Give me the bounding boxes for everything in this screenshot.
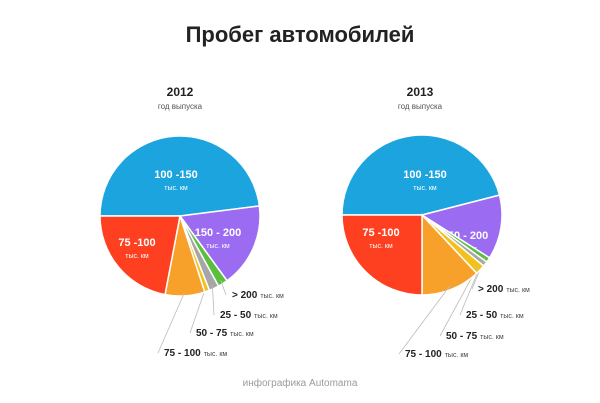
slice-unit-label: тыс. км — [413, 185, 437, 192]
slice-label: 100 -150 — [154, 169, 197, 181]
callout-label: 75 - 100 — [164, 348, 201, 359]
chart-title: 2012 — [167, 85, 194, 99]
slice-unit-label: тыс. км — [206, 243, 230, 250]
callout-unit-label: тыс. км — [254, 313, 278, 320]
slice-unit-label: тыс. км — [125, 253, 149, 260]
leader-line — [211, 284, 215, 316]
callout-unit-label: тыс. км — [260, 293, 284, 300]
callout-label: > 200 — [478, 284, 504, 295]
leader-line — [398, 285, 451, 355]
chart-subtitle: год выпуска — [158, 102, 203, 111]
leader-line — [220, 280, 227, 296]
pie-slice — [99, 135, 261, 217]
slice-label: 100 -150 — [403, 169, 446, 181]
callout-label: 50 - 75 — [446, 331, 478, 342]
pie-slice — [341, 134, 501, 216]
pie-slice — [421, 213, 478, 296]
callout-unit-label: тыс. км — [500, 313, 524, 320]
callout-unit-label: тыс. км — [204, 351, 228, 358]
callout-unit-label: тыс. км — [230, 331, 254, 338]
chart-subtitle: год выпуска — [398, 102, 443, 111]
callout-label: 25 - 50 — [466, 310, 498, 321]
pie-slice — [99, 215, 181, 296]
slice-unit-label: тыс. км — [369, 243, 393, 250]
leader-line — [157, 291, 186, 354]
slice-label: 150 - 200 — [195, 227, 241, 239]
pie-slice — [341, 214, 423, 296]
slice-label: 75 -100 — [362, 227, 399, 239]
slice-label: 75 -100 — [118, 237, 155, 249]
credit-text: инфографика Automama — [242, 378, 358, 389]
pie-chart-2012: 2012 год выпуска 100 -150 тыс. км 150 - 200 т… — [99, 85, 284, 359]
callout-unit-label: тыс. км — [506, 287, 530, 294]
callout-label: > 200 — [232, 290, 258, 301]
callout-unit-label: тыс. км — [480, 334, 504, 341]
callout-unit-label: тыс. км — [445, 352, 469, 359]
slice-unit-label: тыс. км — [164, 185, 188, 192]
pie-slice — [178, 205, 261, 282]
callout-label: 50 - 75 — [196, 328, 228, 339]
chart-title: 2013 — [407, 85, 434, 99]
callout-label: 75 - 100 — [405, 349, 442, 360]
callout-label: 25 - 50 — [220, 310, 252, 321]
pie-slice — [420, 194, 503, 259]
leader-line — [189, 287, 207, 334]
page-title: Пробег автомобилей — [185, 22, 415, 47]
